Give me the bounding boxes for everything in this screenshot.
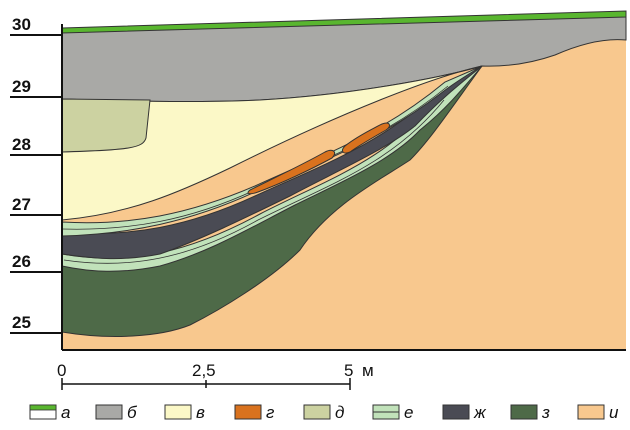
legend-item-e: е xyxy=(372,403,413,422)
legend: а б в г д е ж xyxy=(29,403,619,422)
legend-label: а xyxy=(61,403,70,422)
legend-item-g: г xyxy=(234,403,274,422)
legend-item-v: в xyxy=(164,403,205,422)
legend-label: е xyxy=(404,403,413,422)
elevation-label: 30 xyxy=(12,15,31,34)
layer-v xyxy=(61,65,483,221)
layer-e-lower xyxy=(61,65,483,272)
legend-item-i: и xyxy=(577,403,619,422)
layer-e-upper xyxy=(61,65,483,237)
elevation-label: 29 xyxy=(12,77,31,96)
scale-label-0: 0 xyxy=(57,361,66,380)
legend-item-b: б xyxy=(95,403,138,422)
elevation-scale: 30 29 28 27 26 25 xyxy=(10,15,62,334)
layer-zh xyxy=(61,65,483,260)
legend-label: и xyxy=(609,403,619,422)
legend-item-a: а xyxy=(29,403,70,422)
cross-section xyxy=(61,10,627,351)
elevation-label: 28 xyxy=(12,135,31,154)
elevation-label: 26 xyxy=(12,252,31,271)
scale-unit: м xyxy=(362,361,374,380)
scale-label-end: 5 xyxy=(344,361,353,380)
elevation-label: 25 xyxy=(12,313,31,332)
scale-bar: 0 2,5 5 м xyxy=(57,361,374,390)
legend-label: з xyxy=(541,403,550,422)
legend-item-zh: ж xyxy=(442,403,487,422)
legend-label: в xyxy=(196,403,205,422)
legend-label: д xyxy=(335,403,344,422)
legend-label: б xyxy=(127,403,138,422)
legend-label: ж xyxy=(473,403,487,422)
elevation-label: 27 xyxy=(12,195,31,214)
layer-d xyxy=(61,98,151,153)
legend-item-z: з xyxy=(510,403,550,422)
legend-label: г xyxy=(266,403,274,422)
layer-g-lens-2 xyxy=(342,122,390,154)
legend-item-d: д xyxy=(303,403,344,422)
layer-e-lower-stripe xyxy=(63,99,445,264)
scale-label-mid: 2,5 xyxy=(192,361,216,380)
layer-g-lens-1 xyxy=(247,149,336,195)
